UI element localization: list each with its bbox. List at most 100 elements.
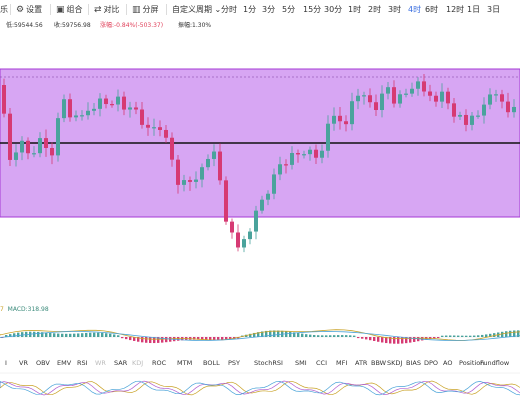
cut-tool[interactable]: 乐 [0,5,8,14]
indicator-tab-sar[interactable]: SAR [114,359,128,367]
candle-up [212,151,216,159]
candle-up [152,127,156,129]
indicator-tab-kdj[interactable]: KDJ [132,359,144,367]
macd-histogram-bar [197,337,200,340]
macd-histogram-bar [261,331,264,337]
split-screen-button[interactable]: ▥ 分屏 [132,5,159,15]
candle-down [296,153,300,155]
macd-histogram-bar [505,331,508,337]
candle-down [284,164,288,166]
timeframe-13[interactable]: 3日 [487,5,501,14]
candle-down [422,81,426,92]
indicator-tab-fundflow[interactable]: Fundflow [480,359,510,367]
timeframe-9[interactable]: 4时 [408,5,422,14]
compare-icon: ⇄ [94,5,102,15]
timeframe-6[interactable]: 1时 [348,5,362,14]
indicator-tab-smi[interactable]: SMI [295,359,307,367]
indicator-tab-i[interactable]: I [5,359,7,367]
candle-up [98,98,102,109]
settings-button[interactable]: ⚙ 设置 [16,5,43,15]
timeframe-0[interactable]: 分时 [221,5,237,14]
indicator-tab-mfi[interactable]: MFI [336,359,348,367]
timeframe-4[interactable]: 15分 [303,5,322,14]
macd-histogram-bar [109,333,112,337]
candle-down [104,98,108,105]
macd-histogram-bar [125,337,128,340]
timeframe-12[interactable]: 1日 [467,5,481,14]
indicator-tab-wr[interactable]: WR [95,359,106,367]
candle-down [218,151,222,181]
macd-histogram-bar [509,330,512,337]
macd-histogram-bar [365,337,368,340]
indicator-tab-roc[interactable]: ROC [152,359,167,367]
macd-histogram-bar [305,334,308,337]
candle-up [254,210,258,232]
indicator-tab-dpo[interactable]: DPO [424,359,439,367]
macd-histogram-bar [129,337,132,341]
indicator-tab-emv[interactable]: EMV [57,359,72,367]
indicator-tab-vr[interactable]: VR [19,359,28,367]
indicator-tab-skdj[interactable]: SKDJ [387,359,403,367]
indicator-tab-ao[interactable]: AO [443,359,453,367]
macd-histogram-bar [277,330,280,337]
indicator-tab-bbw[interactable]: BBW [371,359,387,367]
macd-histogram-bar [145,337,148,343]
timeframe-10[interactable]: 6时 [425,5,439,14]
macd-histogram-bar [81,333,84,337]
macd-histogram-bar [149,337,152,344]
indicator-tab-cci[interactable]: CCI [316,359,327,367]
indicator-tab-psy[interactable]: PSY [228,359,241,367]
candle-up [56,118,60,156]
macd-histogram-bar [393,337,396,344]
custom-period-dropdown[interactable]: 自定义周期 ⌄ [172,5,222,14]
macd-histogram-bar [477,335,480,337]
macd-histogram-bar [461,335,464,337]
candle-up [200,167,204,180]
indicator-tab-obv[interactable]: OBV [36,359,50,367]
timeframe-3[interactable]: 5分 [282,5,296,14]
indicator-tab-mtm[interactable]: MTM [177,359,193,367]
timeframe-1[interactable]: 1分 [243,5,257,14]
indicator-tab-stochrsi[interactable]: StochRSI [254,359,283,367]
macd-histogram-bar [213,337,216,341]
timeframe-5[interactable]: 30分 [324,5,343,14]
macd-histogram-bar [93,332,96,337]
macd-histogram-bar [369,337,372,341]
macd-histogram-bar [41,332,44,337]
candle-up [92,108,96,111]
timeframe-11[interactable]: 12时 [446,5,465,14]
macd-histogram-bar [341,335,344,337]
candle-up [206,158,210,168]
chevron-down-icon: ⌄ [214,5,222,14]
candle-up [278,164,282,175]
macd-histogram-bar [101,332,104,337]
macd-histogram-bar [61,333,64,337]
candle-down [464,114,468,125]
candle-down [452,103,456,117]
timeframe-2[interactable]: 3分 [262,5,276,14]
macd-histogram-bar [485,334,488,337]
macd-histogram-bar [73,333,76,337]
indicator-tabs: I VR OBV EMV RSI WR SAR KDJ ROC MTM BOLL PSY StochRS… [0,356,520,370]
macd-histogram-bar [97,332,100,337]
indicator-tab-bias[interactable]: BIAS [406,359,421,367]
timeframe-7[interactable]: 2时 [368,5,382,14]
indicator-tab-position[interactable]: Position [459,359,485,367]
macd-histogram-bar [69,333,72,337]
candle-up [38,138,42,154]
compare-button[interactable]: ⇄ 对比 [94,5,120,15]
indicator-tab-atr[interactable]: ATR [355,359,368,367]
combine-button[interactable]: ▣ 组合 [56,5,83,15]
macd-histogram-bar [397,337,400,344]
macd-histogram-bar [13,333,16,337]
indicator-tab-rsi[interactable]: RSI [77,359,88,367]
indicator-tab-boll[interactable]: BOLL [203,359,220,367]
chart-toolbar: 乐 ⚙ 设置 ▣ 组合 ⇄ 对比 ▥ 分屏 自定义周期 ⌄ 分时 1分 3分 5分 15分 30分… [0,0,520,19]
timeframe-8[interactable]: 3时 [388,5,402,14]
macd-histogram-bar [209,337,212,341]
indicator-id: 7 [0,306,4,313]
candle-up [404,93,408,95]
macd-histogram-bar [409,337,412,343]
macd-histogram-bar [297,333,300,337]
